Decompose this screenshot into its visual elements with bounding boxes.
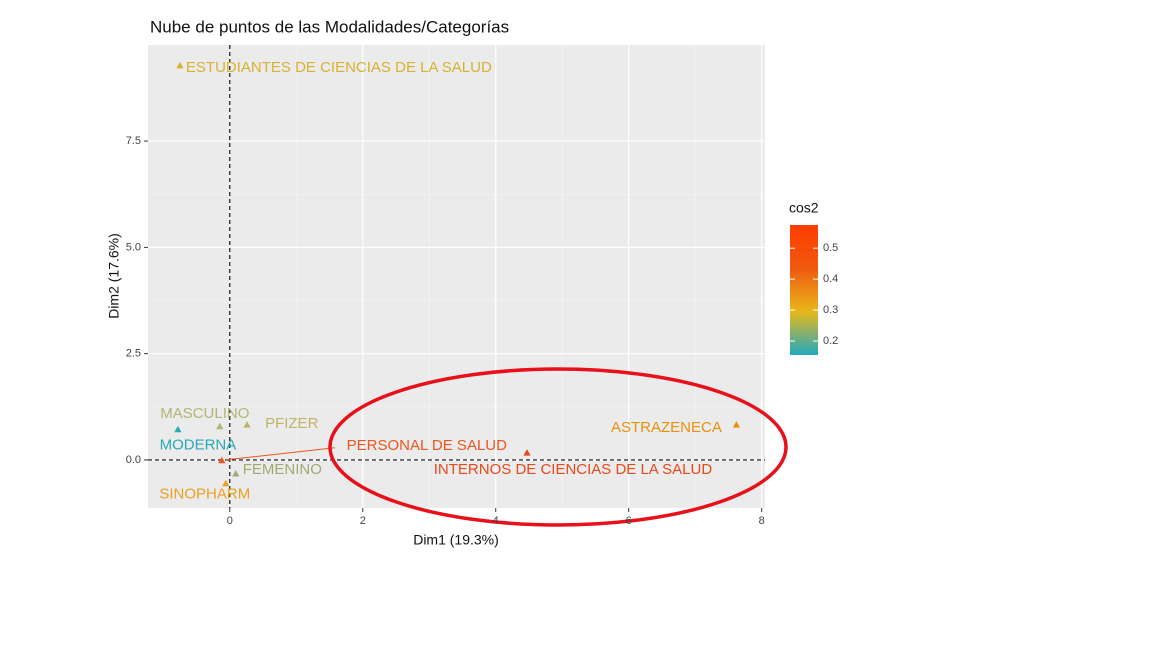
colorbar-tick-label: 0.5 xyxy=(823,242,838,254)
point xyxy=(216,422,224,430)
point-label: MASCULINO xyxy=(160,405,249,422)
colorbar xyxy=(790,225,818,355)
colorbar-tick-label: 0.4 xyxy=(823,273,838,285)
colorbar-tick-label: 0.3 xyxy=(823,304,838,316)
x-tick-label: 4 xyxy=(493,515,499,527)
point xyxy=(732,421,741,428)
x-axis-label: Dim1 (19.3%) xyxy=(413,532,499,548)
point-label: FEMENINO xyxy=(243,461,322,478)
y-tick-label: 5.0 xyxy=(126,241,141,253)
y-axis-label: Dim2 (17.6%) xyxy=(106,233,122,319)
point xyxy=(176,61,184,69)
colorbar-tick-label: 0.2 xyxy=(823,335,838,347)
chart-title: Nube de puntos de las Modalidades/Catego… xyxy=(150,17,509,36)
leader-line xyxy=(225,447,335,461)
point-label: MODERNA xyxy=(160,437,237,454)
point-label: ESTUDIANTES DE CIENCIAS DE LA SALUD xyxy=(186,59,492,76)
highlight-ellipse xyxy=(328,367,788,527)
point-label: PFIZER xyxy=(265,415,319,432)
y-tick-label: 0.0 xyxy=(126,454,141,466)
y-tick-label: 2.5 xyxy=(126,348,141,360)
point-label: SINOPHARM xyxy=(159,486,250,503)
x-tick-label: 6 xyxy=(626,515,632,527)
y-tick-label: 7.5 xyxy=(126,135,141,147)
plot-panel xyxy=(148,45,765,508)
point xyxy=(218,456,226,464)
point xyxy=(174,425,182,433)
point xyxy=(243,421,251,428)
point-label: ASTRAZENECA xyxy=(611,419,722,436)
marks: ESTUDIANTES DE CIENCIAS DE LA SALUD MASCU… xyxy=(148,45,765,508)
point-label: INTERNOS DE CIENCIAS DE LA SALUD xyxy=(434,461,713,478)
x-tick-label: 8 xyxy=(759,515,765,527)
point-label: PERSONAL DE SALUD xyxy=(347,437,507,454)
point xyxy=(523,449,531,456)
colorbar-title: cos2 xyxy=(789,200,819,216)
x-tick-label: 0 xyxy=(227,515,233,527)
point xyxy=(232,469,240,477)
point xyxy=(222,479,230,487)
x-tick-label: 2 xyxy=(360,515,366,527)
